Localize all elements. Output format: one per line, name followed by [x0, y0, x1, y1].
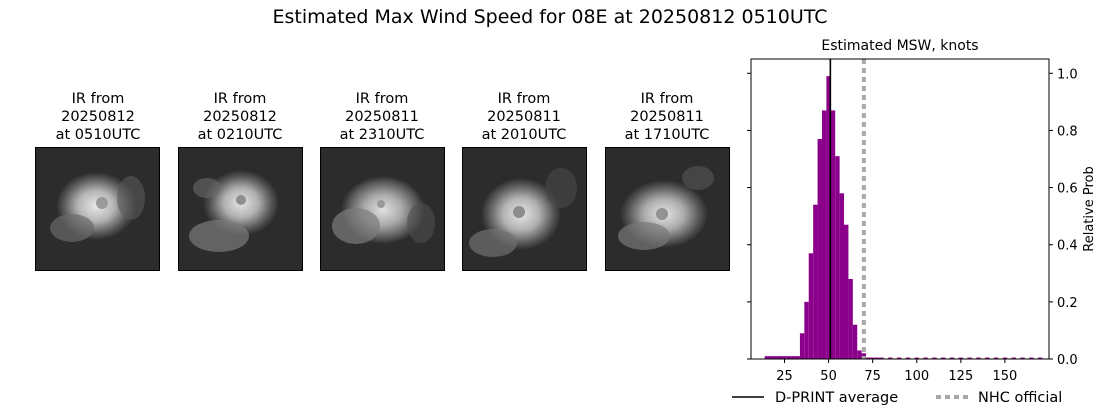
ir-caption-line: IR from — [640, 91, 694, 107]
legend-label: NHC official — [978, 390, 1062, 406]
ir-caption-date: 20250812 — [61, 109, 135, 125]
ir-caption-line: IR from — [71, 91, 125, 107]
ir-caption-date: 20250811 — [630, 109, 704, 125]
legend-label: D-PRINT average — [775, 390, 898, 406]
histogram-bar — [976, 357, 981, 359]
x-tick-label: 100 — [904, 369, 929, 384]
x-tick-label: 150 — [993, 369, 1018, 384]
y-tick-label: 0.8 — [1057, 124, 1078, 139]
histogram-bar — [857, 350, 862, 359]
plot-frame — [750, 58, 1050, 360]
chart-title: Estimated MSW, knots — [821, 38, 978, 54]
histogram-bar — [852, 324, 858, 359]
y-tick-label: 0.4 — [1057, 239, 1078, 254]
histogram-bar — [795, 356, 800, 359]
histogram-bar — [821, 110, 827, 359]
histogram-bar — [914, 357, 919, 359]
histogram-bar — [808, 253, 814, 359]
histogram-bar — [782, 356, 787, 359]
histogram-bar — [923, 357, 928, 359]
histogram-bar — [874, 357, 880, 359]
ir-caption-time: at 2010UTC — [481, 127, 567, 143]
histogram-bar — [773, 356, 778, 359]
histogram-bar — [844, 224, 849, 359]
y-tick-label: 1.0 — [1057, 67, 1078, 82]
histogram-bar — [791, 356, 796, 359]
ir-satellite-image — [462, 147, 587, 271]
histogram-bar — [1037, 357, 1043, 359]
histogram-bar — [764, 356, 770, 359]
histogram-bar — [896, 357, 902, 359]
histogram-bar — [839, 193, 845, 359]
histogram-bar — [866, 357, 871, 359]
x-tick-label: 75 — [864, 369, 881, 384]
x-tick-label: 25 — [776, 369, 793, 384]
histogram-bar — [777, 356, 783, 359]
ir-satellite-image — [35, 147, 160, 271]
histogram-bar — [799, 333, 805, 359]
histogram-bar — [949, 357, 955, 359]
ir-satellite-image — [178, 147, 303, 271]
histogram-bar — [870, 357, 875, 359]
histogram-bar — [932, 357, 937, 359]
histogram-bar — [804, 301, 809, 359]
x-tick-label: 125 — [948, 369, 973, 384]
histogram-bar — [769, 356, 774, 359]
histogram-bar — [1002, 357, 1008, 359]
ir-caption-time: at 0510UTC — [55, 127, 141, 143]
ir-caption: IR from 20250811 at 1710UTC — [592, 90, 742, 144]
ir-caption-time: at 1710UTC — [624, 127, 710, 143]
ir-caption-date: 20250811 — [345, 109, 419, 125]
histogram-bar — [967, 357, 972, 359]
histogram-bar — [993, 357, 999, 359]
histogram-bar — [1029, 357, 1034, 359]
y-axis-label: Relative Prob — [1082, 166, 1097, 251]
histogram-bar — [835, 156, 840, 359]
ir-satellite-image — [320, 147, 445, 271]
ir-caption-line: IR from — [355, 91, 409, 107]
ir-caption-line: IR from — [497, 91, 551, 107]
x-tick-label: 50 — [820, 369, 837, 384]
histogram-bar — [1020, 357, 1025, 359]
y-tick-label: 0.0 — [1057, 353, 1078, 368]
ir-caption-date: 20250811 — [487, 109, 561, 125]
ir-satellite-image — [605, 147, 730, 271]
histogram-bar — [826, 76, 831, 360]
y-tick-label: 0.6 — [1057, 182, 1078, 197]
ir-caption: IR from 20250811 at 2310UTC — [307, 90, 457, 144]
ir-caption-time: at 0210UTC — [197, 127, 283, 143]
ir-caption-time: at 2310UTC — [339, 127, 425, 143]
histogram-bar — [1011, 357, 1016, 359]
ir-caption-line: IR from — [213, 91, 267, 107]
figure-title: Estimated Max Wind Speed for 08E at 2025… — [272, 6, 828, 28]
histogram-bar — [940, 357, 946, 359]
histogram-bar — [888, 357, 893, 359]
histogram-bar — [958, 357, 964, 359]
histogram-bar — [905, 357, 911, 359]
ir-caption: IR from 20250812 at 0210UTC — [165, 90, 315, 144]
ir-caption-date: 20250812 — [203, 109, 277, 125]
ir-caption: IR from 20250811 at 2010UTC — [449, 90, 599, 144]
histogram-bar — [813, 204, 818, 359]
histogram-bar — [848, 279, 853, 359]
histogram-bar — [786, 356, 792, 359]
histogram-bar — [817, 139, 822, 359]
histogram-bar — [879, 357, 884, 359]
ir-caption: IR from 20250812 at 0510UTC — [23, 90, 173, 144]
y-tick-label: 0.2 — [1057, 296, 1078, 311]
histogram-bar — [985, 357, 990, 359]
histogram-bar — [830, 110, 836, 359]
